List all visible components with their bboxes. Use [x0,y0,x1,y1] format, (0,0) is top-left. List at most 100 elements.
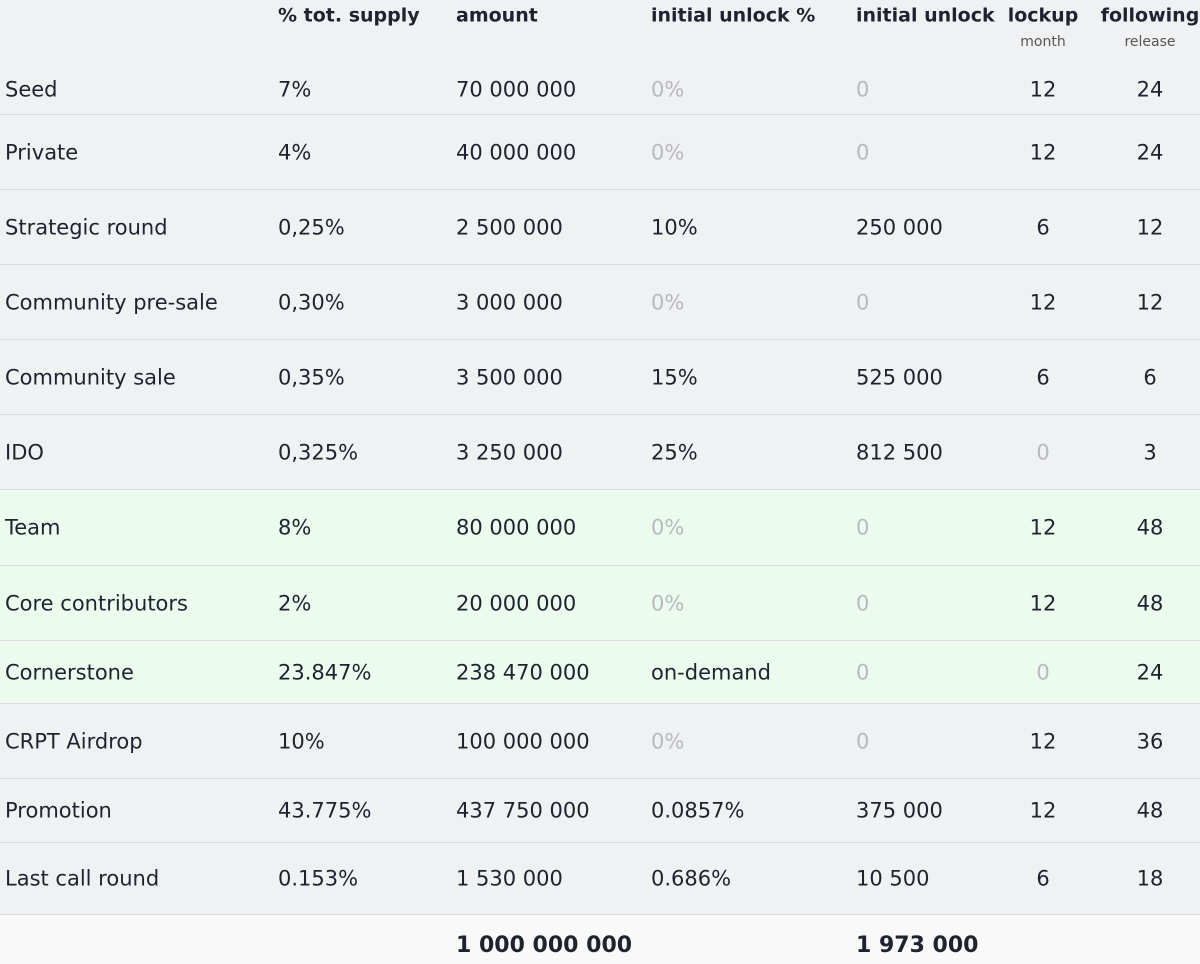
table-cell: 3 [1143,440,1157,464]
table-cell: 12 [1136,290,1164,314]
table-cell: 8% [278,515,312,540]
column-subheader: month [1020,34,1066,50]
table-cell: 12 [1029,140,1057,164]
row-label: Last call round [5,866,160,891]
table-cell: 4% [278,140,312,164]
table-cell: 70 000 000 [456,77,577,101]
table-row [0,415,1200,490]
row-label: Community sale [5,365,176,389]
row-label: CRPT Airdrop [5,729,143,753]
total-initial-unlock: 1 973 000 [856,933,979,958]
row-label: Private [5,140,79,164]
table-cell: 24 [1136,77,1164,101]
table-cell: 0 [856,77,870,101]
row-label: Team [5,515,61,540]
table-cell: on-demand [651,660,771,684]
table-cell: 525 000 [856,365,943,389]
table-cell: 0% [651,591,685,615]
table-cell: 12 [1029,290,1057,314]
table-row [0,704,1200,779]
table-cell: 24 [1136,140,1164,164]
table-row [0,265,1200,340]
table-cell: 0.686% [651,866,732,891]
table-cell: 0.153% [278,866,359,891]
row-label: Seed [5,77,58,101]
table-cell: 0,25% [278,215,345,239]
table-cell: 12 [1029,591,1057,615]
table-cell: 0% [651,290,685,314]
table-cell: 0,35% [278,365,345,389]
table-cell: 25% [651,440,698,464]
column-header: amount [456,4,538,27]
table-cell: 100 000 000 [456,729,590,753]
table-row [0,779,1200,843]
table-cell: 0 [856,290,870,314]
table-cell: 6 [1143,365,1157,389]
table-cell: 7% [278,77,312,101]
column-header: lockup [1007,4,1079,27]
table-cell: 43.775% [278,798,372,823]
column-header: following [1100,4,1200,27]
table-row [0,64,1200,115]
table-row [0,190,1200,265]
table-cell: 24 [1136,660,1164,684]
table-cell: 1 530 000 [456,866,563,891]
table-cell: 48 [1136,798,1164,823]
total-row [0,915,1200,964]
column-header: initial unlock [856,4,995,27]
table-row [0,115,1200,190]
table-cell: 812 500 [856,440,943,464]
table-cell: 12 [1136,215,1164,239]
table-cell: 0 [1036,440,1050,464]
table-cell: 0,325% [278,440,359,464]
table-row [0,490,1200,566]
table-cell: 0 [856,660,870,684]
table-cell: 36 [1136,729,1164,753]
table-cell: 10 500 [856,866,930,891]
table-cell: 0% [651,729,685,753]
row-label: Core contributors [5,591,188,615]
total-amount: 1 000 000 000 [456,933,633,958]
column-header: % tot. supply [278,4,420,27]
column-subheader: release [1124,34,1176,50]
table-cell: 3 500 000 [456,365,563,389]
table-row [0,843,1200,915]
table-cell: 0% [651,140,685,164]
table-cell: 238 470 000 [456,660,590,684]
table-cell: 80 000 000 [456,515,577,540]
table-cell: 12 [1029,729,1057,753]
table-cell: 2% [278,591,312,615]
table-cell: 0% [651,515,685,540]
table-cell: 6 [1036,866,1050,891]
table-cell: 0 [856,515,870,540]
table-cell: 0,30% [278,290,345,314]
table-cell: 3 250 000 [456,440,563,464]
table-cell: 18 [1136,866,1164,891]
table-cell: 15% [651,365,698,389]
table-cell: 23.847% [278,660,372,684]
table-cell: 48 [1136,591,1164,615]
table-cell: 48 [1136,515,1164,540]
table-cell: 0.0857% [651,798,745,823]
table-cell: 437 750 000 [456,798,590,823]
table-cell: 40 000 000 [456,140,577,164]
table-cell: 0 [856,591,870,615]
table-cell: 10% [651,215,698,239]
table-cell: 375 000 [856,798,943,823]
table-row [0,641,1200,704]
table-cell: 0 [856,140,870,164]
row-label: Community pre-sale [5,290,218,314]
table-cell: 0 [1036,660,1050,684]
table-cell: 12 [1029,515,1057,540]
table-cell: 250 000 [856,215,943,239]
row-label: Promotion [5,798,112,823]
row-label: Strategic round [5,215,168,239]
table-cell: 3 000 000 [456,290,563,314]
table-row [0,340,1200,415]
table-cell: 2 500 000 [456,215,563,239]
table-row [0,566,1200,641]
column-header: initial unlock % [651,4,816,27]
table-cell: 20 000 000 [456,591,577,615]
table-cell: 0 [856,729,870,753]
